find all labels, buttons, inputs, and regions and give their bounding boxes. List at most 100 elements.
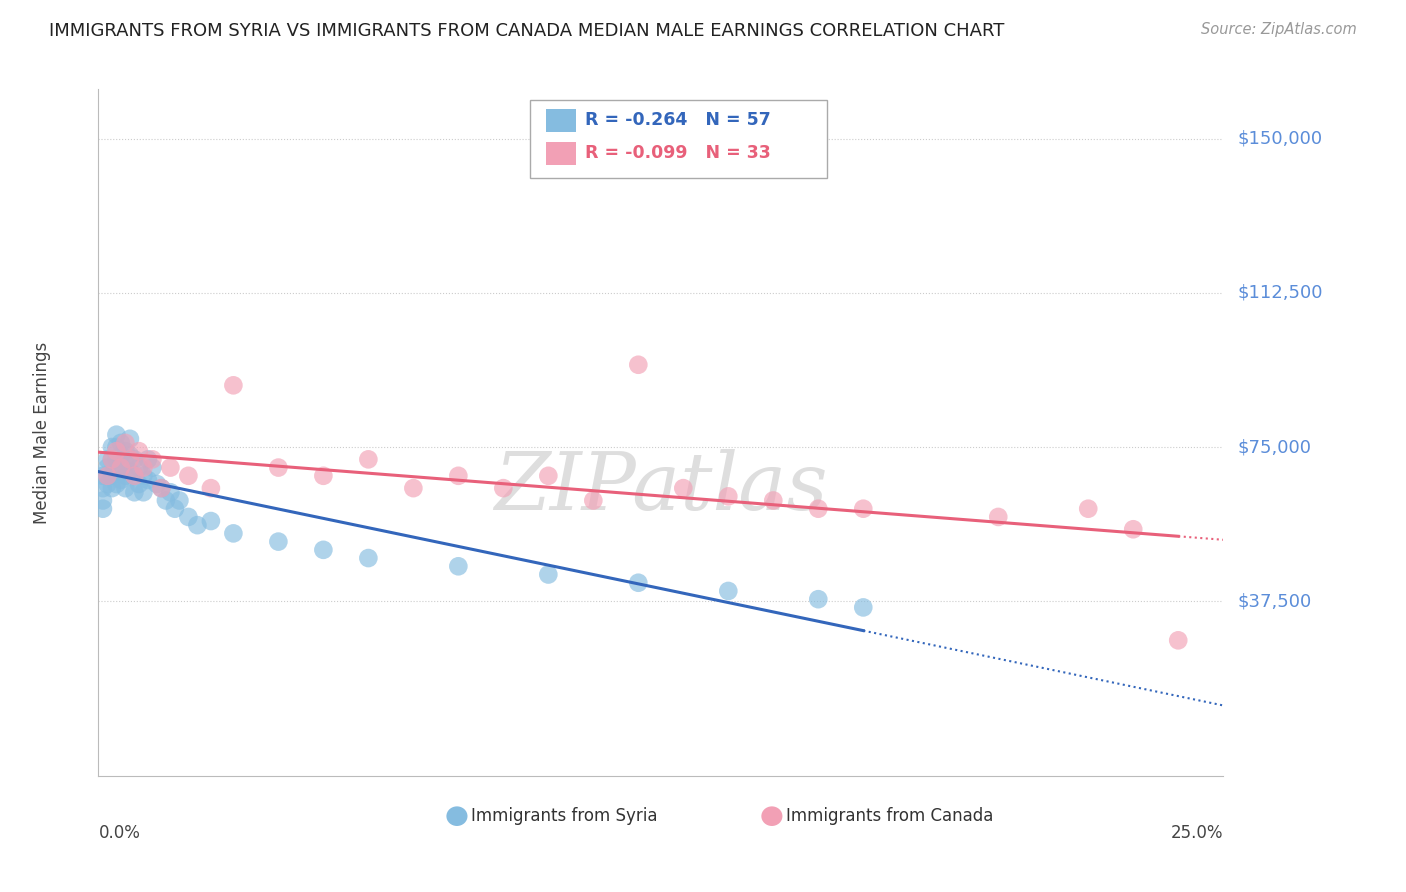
Point bbox=[132, 460, 155, 475]
Point bbox=[110, 460, 132, 475]
Point bbox=[146, 477, 169, 491]
Point bbox=[267, 460, 290, 475]
Point bbox=[110, 460, 132, 475]
Point bbox=[96, 468, 118, 483]
Point bbox=[150, 481, 173, 495]
Point bbox=[357, 551, 380, 566]
Point bbox=[114, 468, 136, 483]
Point bbox=[128, 477, 150, 491]
Point bbox=[118, 448, 141, 462]
Point bbox=[114, 436, 136, 450]
Point bbox=[150, 481, 173, 495]
Point bbox=[136, 473, 159, 487]
Point bbox=[136, 452, 159, 467]
Point bbox=[762, 493, 785, 508]
Text: Median Male Earnings: Median Male Earnings bbox=[34, 342, 51, 524]
Point bbox=[124, 468, 146, 483]
Point bbox=[717, 489, 740, 503]
Point bbox=[717, 584, 740, 599]
Point bbox=[91, 501, 114, 516]
Point bbox=[627, 358, 650, 372]
Point bbox=[91, 468, 114, 483]
Text: $37,500: $37,500 bbox=[1237, 592, 1312, 610]
Point bbox=[222, 526, 245, 541]
Point bbox=[101, 452, 124, 467]
Point bbox=[128, 460, 150, 475]
Point bbox=[141, 460, 163, 475]
Point bbox=[105, 452, 128, 467]
Point bbox=[96, 468, 118, 483]
Point bbox=[402, 481, 425, 495]
Point bbox=[312, 468, 335, 483]
Text: 0.0%: 0.0% bbox=[98, 824, 141, 842]
Point bbox=[537, 567, 560, 582]
Point bbox=[627, 575, 650, 590]
Point bbox=[492, 481, 515, 495]
Point bbox=[852, 501, 875, 516]
Point bbox=[114, 444, 136, 458]
Text: R = -0.264   N = 57: R = -0.264 N = 57 bbox=[585, 112, 770, 129]
Point bbox=[132, 485, 155, 500]
Point bbox=[222, 378, 245, 392]
Point bbox=[105, 440, 128, 454]
Point bbox=[105, 444, 128, 458]
Point bbox=[114, 457, 136, 471]
Point bbox=[169, 493, 191, 508]
Point bbox=[537, 468, 560, 483]
Point bbox=[177, 468, 200, 483]
Text: 25.0%: 25.0% bbox=[1171, 824, 1223, 842]
Text: Source: ZipAtlas.com: Source: ZipAtlas.com bbox=[1201, 22, 1357, 37]
Point bbox=[1167, 633, 1189, 648]
Text: $112,500: $112,500 bbox=[1237, 284, 1323, 301]
Point bbox=[582, 493, 605, 508]
Point bbox=[357, 452, 380, 467]
Point bbox=[91, 481, 114, 495]
Point bbox=[132, 468, 155, 483]
Text: R = -0.099   N = 33: R = -0.099 N = 33 bbox=[585, 145, 770, 162]
Point bbox=[124, 485, 146, 500]
Text: Immigrants from Canada: Immigrants from Canada bbox=[786, 807, 993, 825]
Point bbox=[163, 501, 186, 516]
Text: IMMIGRANTS FROM SYRIA VS IMMIGRANTS FROM CANADA MEDIAN MALE EARNINGS CORRELATION: IMMIGRANTS FROM SYRIA VS IMMIGRANTS FROM… bbox=[49, 22, 1004, 40]
Point bbox=[672, 481, 695, 495]
Point bbox=[447, 468, 470, 483]
Point bbox=[101, 452, 124, 467]
Text: $150,000: $150,000 bbox=[1237, 129, 1322, 147]
Point bbox=[91, 493, 114, 508]
Point bbox=[177, 510, 200, 524]
Point bbox=[128, 444, 150, 458]
Point bbox=[110, 436, 132, 450]
Point bbox=[124, 452, 146, 467]
Point bbox=[987, 510, 1010, 524]
Point bbox=[96, 460, 118, 475]
Point bbox=[118, 452, 141, 467]
Point bbox=[141, 452, 163, 467]
Text: $75,000: $75,000 bbox=[1237, 438, 1312, 456]
Point bbox=[96, 477, 118, 491]
Point bbox=[101, 481, 124, 495]
Point bbox=[1077, 501, 1099, 516]
Point bbox=[101, 468, 124, 483]
Point bbox=[105, 465, 128, 479]
Point bbox=[155, 493, 177, 508]
Point bbox=[267, 534, 290, 549]
Point bbox=[200, 514, 222, 528]
Point bbox=[852, 600, 875, 615]
Point bbox=[312, 542, 335, 557]
Point bbox=[114, 481, 136, 495]
Point bbox=[105, 477, 128, 491]
Text: ZIPatlas: ZIPatlas bbox=[494, 449, 828, 526]
Point bbox=[200, 481, 222, 495]
Point bbox=[186, 518, 208, 533]
Point bbox=[118, 432, 141, 446]
Point bbox=[96, 452, 118, 467]
Point bbox=[101, 440, 124, 454]
Point bbox=[447, 559, 470, 574]
Point bbox=[807, 501, 830, 516]
Text: Immigrants from Syria: Immigrants from Syria bbox=[471, 807, 658, 825]
Point bbox=[807, 592, 830, 607]
Point bbox=[124, 468, 146, 483]
Point bbox=[118, 465, 141, 479]
Point bbox=[110, 473, 132, 487]
Point bbox=[1122, 522, 1144, 536]
